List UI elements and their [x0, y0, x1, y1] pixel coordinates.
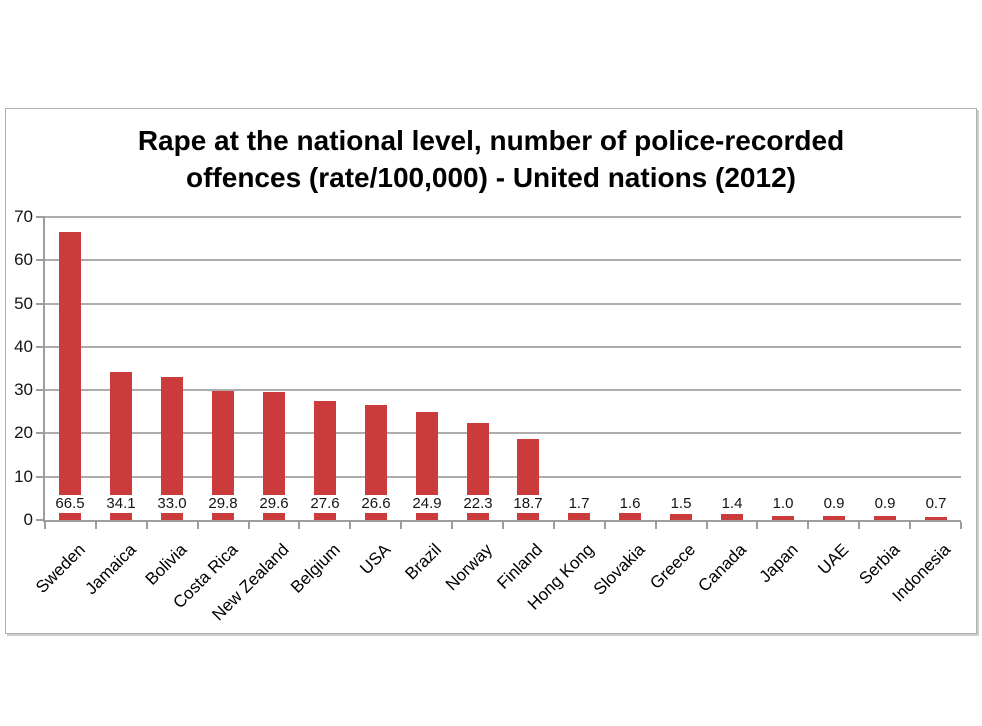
y-axis-tick — [36, 475, 45, 478]
x-axis-category-label-text: Canada — [694, 540, 751, 596]
y-axis-tick-label: 30 — [14, 380, 33, 400]
gridline — [45, 302, 961, 305]
x-axis-category-label-text: Jamaica — [81, 540, 140, 599]
y-axis-tick — [36, 432, 45, 435]
x-axis-tick — [44, 522, 46, 529]
bar-value-label: 1.4 — [718, 495, 746, 513]
y-axis-tick — [36, 345, 45, 348]
bar — [925, 517, 947, 520]
x-axis-category-label-text: Japan — [755, 540, 802, 587]
y-axis-tick-label: 50 — [14, 293, 33, 313]
x-axis-category-label-text: Slovakia — [589, 540, 649, 599]
bar — [314, 401, 336, 520]
plot-area: 0 10 20 30 40 50 60 70 66.5 Sweden 34.1 Jamaica 33.0… — [14, 207, 962, 624]
bar-value-label: 33.0 — [154, 495, 190, 513]
x-axis-category-label-text: Greece — [646, 540, 700, 593]
bar — [416, 412, 438, 520]
y-axis-tick-label: 60 — [14, 250, 33, 270]
bar — [568, 513, 590, 520]
bar — [263, 392, 285, 520]
bar-value-label: 66.5 — [52, 495, 88, 513]
x-axis-category-label-text: Sweden — [31, 540, 89, 597]
y-axis-tick — [36, 259, 45, 262]
x-axis-tick — [146, 522, 148, 529]
gridline — [45, 216, 961, 218]
x-axis-tick — [909, 522, 911, 529]
chart-title-line-1: Rape at the national level, number of po… — [137, 125, 845, 156]
x-axis-tick — [553, 522, 555, 529]
bar-value-label: 0.9 — [820, 495, 848, 513]
y-axis-tick — [36, 216, 45, 218]
bar — [670, 514, 692, 520]
x-axis-category-label-text: UAE — [814, 540, 853, 579]
gridline — [45, 432, 961, 435]
gridline — [45, 475, 961, 478]
x-axis-tick — [451, 522, 453, 529]
bar-value-label: 1.7 — [565, 495, 593, 513]
bar — [161, 377, 183, 520]
bar — [365, 405, 387, 520]
bar-value-label: 29.6 — [256, 495, 292, 513]
bar-value-label: 1.6 — [616, 495, 644, 513]
bar-value-label: 0.9 — [871, 495, 899, 513]
bar — [874, 516, 896, 520]
x-axis-tick — [960, 522, 962, 529]
x-axis-tick — [197, 522, 199, 529]
x-axis-tick — [604, 522, 606, 529]
bar — [823, 516, 845, 520]
x-axis-category-label-text: Bolivia — [141, 540, 191, 589]
bar-value-label: 1.5 — [667, 495, 695, 513]
y-axis-tick — [36, 519, 45, 521]
x-axis-tick — [400, 522, 402, 529]
x-axis-category-label-text: USA — [356, 540, 395, 579]
y-axis-tick-label: 0 — [23, 510, 33, 529]
bar-value-label: 18.7 — [510, 495, 546, 513]
x-axis-tick — [807, 522, 809, 529]
bar — [721, 514, 743, 520]
bar — [59, 232, 81, 520]
x-axis-tick — [298, 522, 300, 529]
bar-value-label: 0.7 — [922, 495, 950, 513]
chart-frame: Rape at the national level, number of po… — [5, 108, 977, 634]
bar-value-label: 22.3 — [460, 495, 496, 513]
bar-value-label: 1.0 — [769, 495, 797, 513]
x-axis-category-label-text: Belgium — [286, 540, 344, 597]
x-axis-tick — [248, 522, 250, 529]
x-axis-category-label-text: Brazil — [401, 540, 446, 584]
y-axis-tick — [36, 302, 45, 305]
x-axis-tick — [502, 522, 504, 529]
y-axis-tick-label: 20 — [14, 423, 33, 443]
gridline — [45, 345, 961, 348]
chart-title-line-2: offences (rate/100,000) - United nations… — [186, 162, 796, 193]
x-axis-tick — [95, 522, 97, 529]
bar-value-label: 24.9 — [409, 495, 445, 513]
chart-title: Rape at the national level, number of po… — [6, 122, 976, 196]
bar-value-label: 27.6 — [307, 495, 343, 513]
bar-value-label: 29.8 — [205, 495, 241, 513]
x-axis-category-label-text: Serbia — [855, 540, 904, 589]
y-axis-tick-label: 70 — [14, 207, 33, 226]
gridline — [45, 259, 961, 262]
bar — [772, 516, 794, 520]
y-axis-tick-label: 40 — [14, 336, 33, 356]
x-axis-tick — [858, 522, 860, 529]
x-axis-tick — [349, 522, 351, 529]
bar — [212, 391, 234, 520]
y-axis-tick-label: 10 — [14, 466, 33, 486]
y-axis-tick — [36, 389, 45, 392]
gridline — [45, 389, 961, 392]
bar-value-label: 34.1 — [103, 495, 139, 513]
x-axis-tick — [756, 522, 758, 529]
x-axis-category-label-text: Norway — [442, 540, 497, 595]
x-axis-tick — [655, 522, 657, 529]
bar-value-label: 26.6 — [358, 495, 394, 513]
bar — [110, 372, 132, 520]
x-axis-tick — [706, 522, 708, 529]
bar — [619, 513, 641, 520]
